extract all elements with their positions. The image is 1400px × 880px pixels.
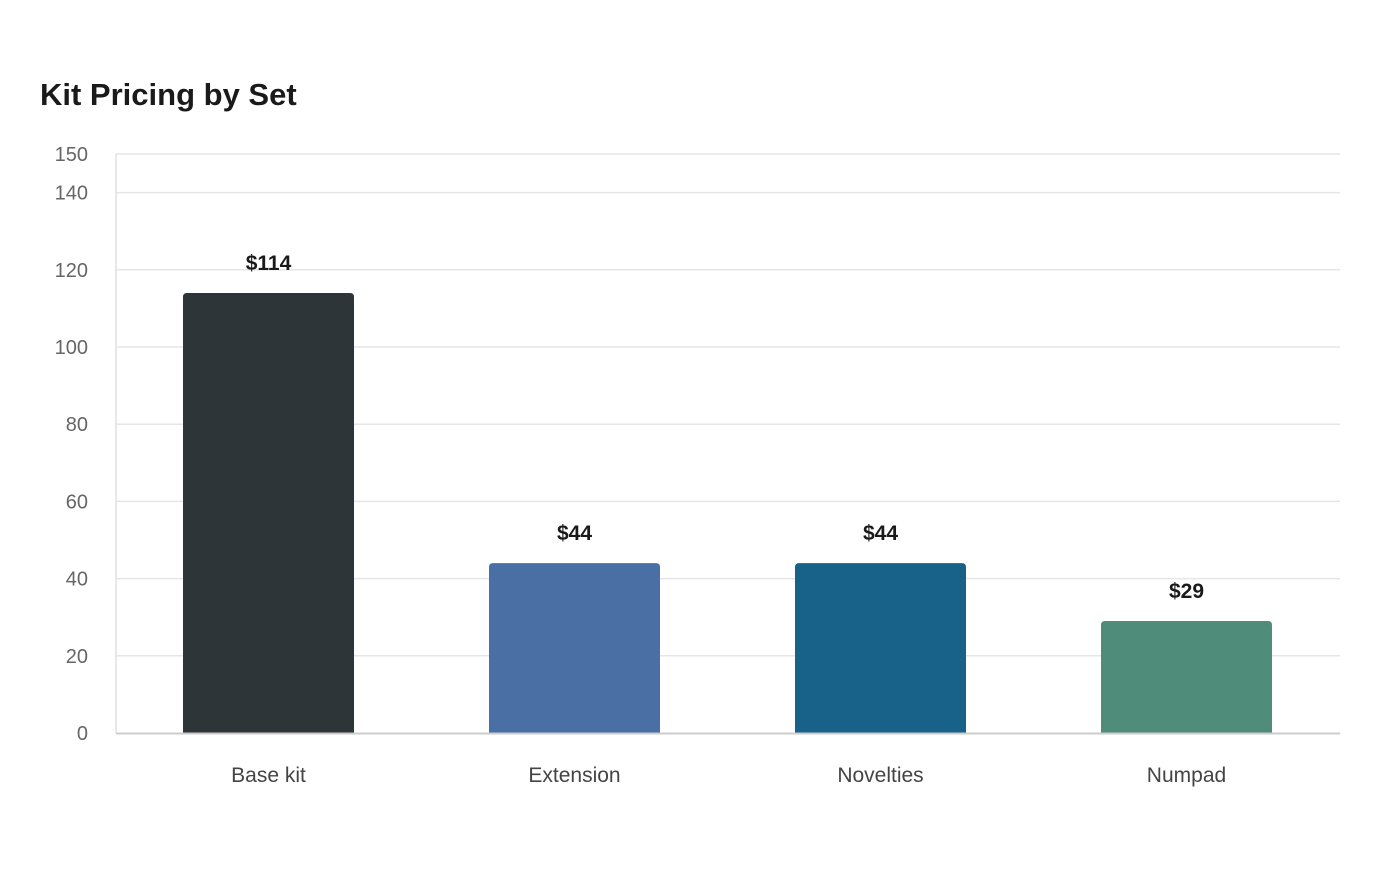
category-label: Numpad [1147, 764, 1226, 787]
y-tick-label: 20 [66, 646, 88, 668]
category-label: Novelties [837, 764, 923, 787]
bar-base-kit [183, 292, 354, 733]
y-tick-label: 100 [55, 337, 88, 359]
category-label: Extension [528, 764, 620, 787]
y-tick-label: 40 [66, 569, 88, 591]
value-labels: $114 $44 $44 $29 [246, 252, 1204, 603]
chart-title: Kit Pricing by Set [40, 77, 297, 112]
value-label: $29 [1169, 580, 1204, 603]
bar-numpad [1101, 621, 1272, 733]
bar-extension [489, 563, 660, 733]
y-tick-label: 120 [55, 260, 88, 282]
category-label: Base kit [231, 764, 306, 787]
x-axis-categories: Base kit Extension Novelties Numpad [231, 764, 1226, 787]
y-tick-label: 80 [66, 414, 88, 436]
y-tick-label: 0 [77, 723, 88, 745]
y-tick-label: 60 [66, 491, 88, 513]
bars [183, 292, 1272, 733]
y-tick-label: 150 [55, 144, 88, 166]
value-label: $44 [863, 522, 898, 545]
y-axis-ticks: 0 20 40 60 80 100 120 140 150 [55, 144, 88, 745]
y-tick-label: 140 [55, 183, 88, 205]
bar-novelties [795, 563, 966, 733]
value-label: $44 [557, 522, 592, 545]
value-label: $114 [246, 252, 292, 275]
axes [115, 154, 1340, 735]
